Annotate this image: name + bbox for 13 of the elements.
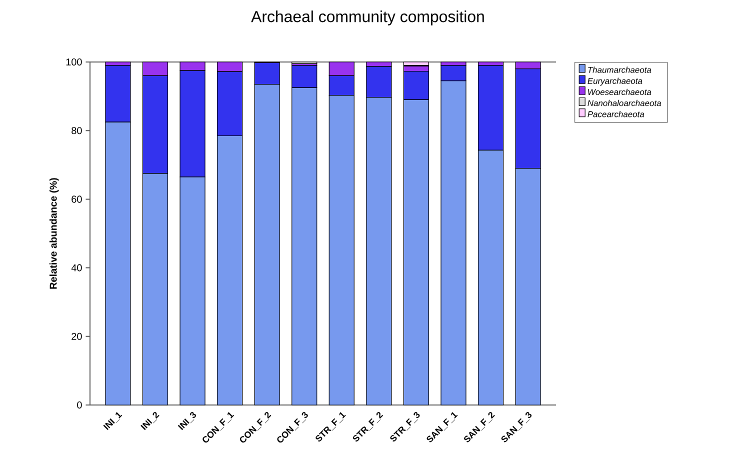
legend-label: Nanohaloarchaeota	[588, 100, 662, 106]
legend-label: Pacearchaeota	[588, 110, 644, 118]
y-tick-label: 100	[66, 58, 82, 66]
legend-label: Thaumarchaeota	[588, 66, 652, 73]
y-tick-label: 20	[72, 332, 82, 340]
y-tick-label: 60	[72, 196, 82, 203]
y-tick-label: 80	[72, 127, 82, 134]
chart-title: Archaeal community composition	[251, 10, 484, 26]
legend-label: Woesearchaeota	[588, 88, 652, 96]
y-tick-label: 40	[71, 264, 82, 272]
y-tick-label: 0	[77, 401, 82, 409]
legend-label: Euryarchaeota	[588, 78, 642, 86]
y-axis-title: Relative abundance (%)	[49, 178, 59, 289]
